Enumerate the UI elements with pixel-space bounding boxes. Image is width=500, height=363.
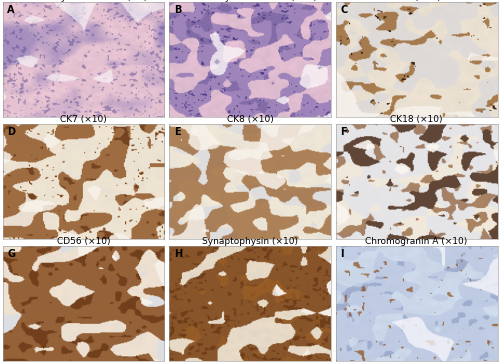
Text: E: E [174,127,180,137]
Text: G: G [8,249,16,260]
Title: Hematoxylin and eosin (×10): Hematoxylin and eosin (×10) [184,0,316,2]
Title: CK8 (×10): CK8 (×10) [226,115,274,124]
Text: D: D [8,127,16,137]
Title: Hematoxylin and eosin (×5): Hematoxylin and eosin (×5) [20,0,147,2]
Text: C: C [340,5,348,15]
Title: Ki67 (×10): Ki67 (×10) [392,0,441,2]
Text: H: H [174,249,182,260]
Title: Chromogranin A (×10): Chromogranin A (×10) [366,237,468,246]
Text: I: I [340,249,344,260]
Title: Synaptophysin (×10): Synaptophysin (×10) [202,237,298,246]
Text: A: A [8,5,15,15]
Title: CD56 (×10): CD56 (×10) [56,237,110,246]
Title: CK7 (×10): CK7 (×10) [60,115,107,124]
Text: F: F [340,127,347,137]
Text: B: B [174,5,182,15]
Title: CK18 (×10): CK18 (×10) [390,115,443,124]
